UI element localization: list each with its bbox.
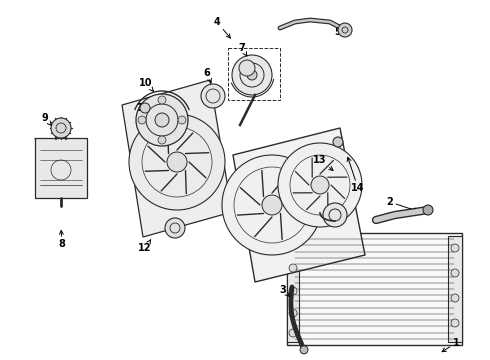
Circle shape: [155, 113, 169, 127]
Circle shape: [140, 103, 150, 113]
Text: 10: 10: [139, 78, 153, 91]
Text: 5: 5: [335, 27, 347, 37]
Circle shape: [323, 203, 347, 227]
Circle shape: [136, 94, 188, 146]
Polygon shape: [287, 236, 299, 342]
Circle shape: [51, 118, 71, 138]
Polygon shape: [35, 138, 87, 198]
Text: 7: 7: [239, 43, 247, 56]
Text: 4: 4: [214, 17, 230, 38]
Circle shape: [232, 55, 272, 95]
Circle shape: [247, 70, 257, 80]
Polygon shape: [448, 236, 462, 342]
Circle shape: [451, 319, 459, 327]
Circle shape: [311, 176, 329, 194]
Circle shape: [289, 264, 297, 272]
Circle shape: [451, 244, 459, 252]
Circle shape: [201, 84, 225, 108]
Text: 13: 13: [313, 155, 333, 170]
Text: 12: 12: [138, 240, 152, 253]
Circle shape: [338, 23, 352, 37]
Circle shape: [178, 116, 186, 124]
Circle shape: [262, 195, 282, 215]
Polygon shape: [122, 80, 232, 237]
Circle shape: [289, 309, 297, 317]
Circle shape: [289, 287, 297, 295]
Circle shape: [451, 269, 459, 277]
Circle shape: [239, 60, 255, 76]
Circle shape: [289, 241, 297, 249]
Circle shape: [167, 152, 187, 172]
Text: 11: 11: [137, 103, 151, 113]
Circle shape: [300, 346, 308, 354]
Text: 9: 9: [42, 113, 51, 125]
Circle shape: [158, 96, 166, 104]
Circle shape: [451, 294, 459, 302]
Circle shape: [289, 329, 297, 337]
Text: 14: 14: [347, 157, 365, 193]
Circle shape: [165, 218, 185, 238]
Polygon shape: [233, 128, 365, 282]
Text: 1: 1: [442, 338, 459, 352]
Circle shape: [278, 143, 362, 227]
Circle shape: [129, 114, 225, 210]
Text: 8: 8: [59, 230, 66, 249]
Text: 3: 3: [280, 285, 290, 296]
Circle shape: [423, 205, 433, 215]
Polygon shape: [287, 233, 462, 345]
Circle shape: [222, 155, 322, 255]
Text: 6: 6: [204, 68, 211, 83]
Text: 2: 2: [387, 197, 417, 212]
Circle shape: [138, 116, 146, 124]
Circle shape: [158, 136, 166, 144]
Circle shape: [333, 137, 343, 147]
